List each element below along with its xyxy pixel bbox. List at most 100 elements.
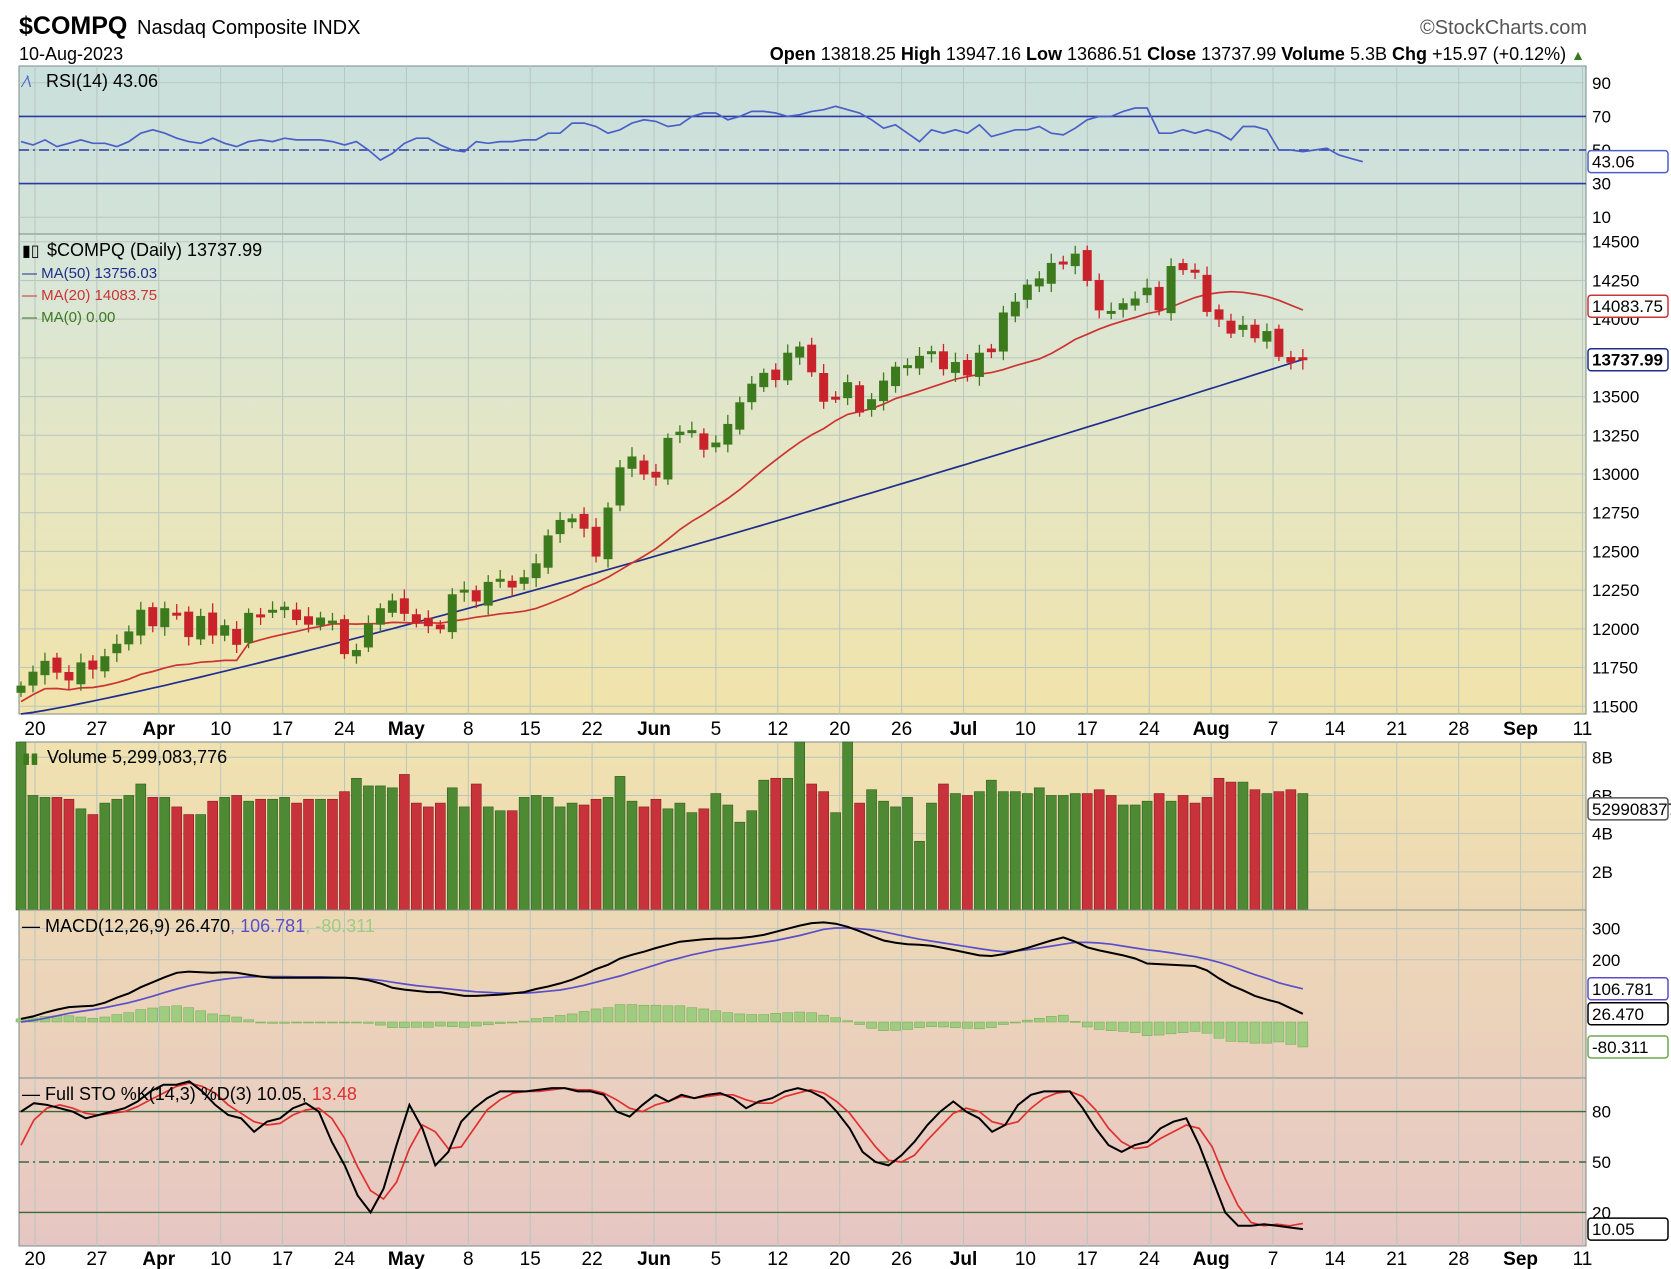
macd-hist-bar xyxy=(219,1014,230,1023)
candle-body xyxy=(998,312,1008,352)
x-tick-label: 27 xyxy=(86,1249,107,1269)
x-tick-label: 22 xyxy=(582,719,603,740)
macd-hist-bar xyxy=(794,1011,805,1023)
macd-value-badge: 26.470 xyxy=(1587,1002,1669,1026)
x-tick-label: 28 xyxy=(1448,719,1469,740)
macd-hist-bar xyxy=(147,1007,159,1023)
volume-bar xyxy=(39,797,51,911)
macd-hist-bar xyxy=(950,1021,961,1028)
y-tick-label: 30 xyxy=(1592,175,1611,194)
volume-bar xyxy=(926,802,937,911)
candle-body xyxy=(447,594,457,633)
macd-hist-bar xyxy=(1273,1021,1285,1043)
volume-bar xyxy=(662,808,674,911)
macd-hist-bar xyxy=(650,1004,662,1023)
candle-body xyxy=(855,385,865,413)
candle-body xyxy=(124,631,134,645)
macd-hist-bar xyxy=(1177,1021,1189,1033)
x-tick-label: Jun xyxy=(637,719,671,740)
volume-value-badge: 5299083776 xyxy=(1587,797,1671,821)
x-axis-bottom: 20 27 Apr 10 17 24 May 8 15 22 Jun 5 12 20 26 Jul 10 17 24… xyxy=(24,1249,1592,1269)
macd-hist-bar xyxy=(590,1008,602,1023)
x-tick-label: 20 xyxy=(829,1249,850,1269)
x-tick-label: 15 xyxy=(520,719,541,740)
y-tick-label: 12250 xyxy=(1592,581,1639,600)
volume-bar xyxy=(1105,795,1117,911)
candle-body xyxy=(1046,262,1056,284)
candle-body xyxy=(950,362,960,373)
x-tick-label: 22 xyxy=(582,1249,603,1269)
candle-body xyxy=(915,355,924,369)
svg-text:14083.75: 14083.75 xyxy=(1592,297,1663,316)
candle-body xyxy=(531,563,541,579)
candle-body xyxy=(411,614,421,624)
x-tick-label: Jul xyxy=(950,1249,977,1269)
candle-body xyxy=(555,519,565,535)
svg-text:5299083776: 5299083776 xyxy=(1592,800,1671,819)
x-tick-label: 20 xyxy=(24,719,45,740)
candle-body xyxy=(663,437,673,480)
volume-bar xyxy=(578,804,590,911)
y-tick-label: 70 xyxy=(1592,107,1611,126)
candle-body xyxy=(304,616,314,625)
macd-hist-bar xyxy=(626,1004,638,1023)
candle-body xyxy=(627,456,637,469)
x-tick-label: Aug xyxy=(1193,719,1230,740)
macd-hist-bar xyxy=(1046,1016,1057,1023)
macd-hist-bar xyxy=(614,1004,626,1023)
candle-body xyxy=(375,608,385,625)
candle-body xyxy=(40,660,50,676)
candle-body xyxy=(459,589,469,593)
volume-bar xyxy=(530,795,542,911)
ticker-symbol: $COMPQ xyxy=(19,12,128,40)
candle-body xyxy=(603,507,613,560)
svg-text:26.470: 26.470 xyxy=(1592,1005,1644,1024)
macd-hist-bar xyxy=(423,1021,434,1028)
svg-text:43.06: 43.06 xyxy=(1592,153,1635,172)
moving-averages xyxy=(20,290,1304,715)
macd-panel: — MACD(12,26,9) 26.470, 106.781, -80.311 xyxy=(15,909,1587,1079)
macd-hist-bar xyxy=(1225,1021,1237,1042)
candle-body xyxy=(1130,298,1140,306)
volume-bar xyxy=(806,783,817,911)
candle-body xyxy=(1082,250,1092,281)
price-title: $COMPQ (Daily) 13737.99 xyxy=(47,240,262,260)
sto-value-badge: 10.05 xyxy=(1587,1217,1669,1241)
candle-body xyxy=(16,685,26,693)
volume-bar xyxy=(1034,787,1045,911)
volume-bar xyxy=(830,812,841,911)
y-tick-label: 10 xyxy=(1592,208,1611,227)
ma20-line xyxy=(20,290,1304,703)
candle-body xyxy=(926,351,936,355)
volume-bar xyxy=(375,785,386,911)
candle-body xyxy=(675,431,685,436)
index-name: Nasdaq Composite xyxy=(137,17,308,39)
volume-bar xyxy=(207,800,218,911)
macd-hist-bar xyxy=(914,1021,925,1028)
macd-hist-bar xyxy=(962,1021,973,1029)
volume-bar xyxy=(267,798,278,911)
volume-bar xyxy=(159,797,171,911)
volume-bar xyxy=(710,793,722,911)
macd-hist-bar xyxy=(123,1012,135,1023)
volume-bar xyxy=(1297,793,1309,911)
candle-body xyxy=(148,607,158,627)
volume-bar xyxy=(1249,789,1261,911)
volume-bar xyxy=(1201,797,1213,911)
volume-bar xyxy=(1069,793,1081,911)
volume-bar xyxy=(255,798,266,911)
volume-bar xyxy=(446,787,458,911)
volume-bar xyxy=(279,797,290,911)
volume-bar xyxy=(1273,791,1285,911)
candlesticks xyxy=(16,245,1308,697)
x-tick-label: May xyxy=(388,1249,425,1269)
macd-hist-bar xyxy=(1129,1021,1141,1033)
x-tick-label: 26 xyxy=(891,719,912,740)
macd-hist-bar xyxy=(255,1021,266,1024)
candle-body xyxy=(639,460,649,475)
x-tick-label: Sep xyxy=(1503,719,1538,740)
volume-bar xyxy=(878,800,889,911)
macd-hist-bar xyxy=(207,1013,218,1023)
macd-hist-bar xyxy=(243,1019,254,1023)
volume-label: Volume xyxy=(1281,44,1345,64)
